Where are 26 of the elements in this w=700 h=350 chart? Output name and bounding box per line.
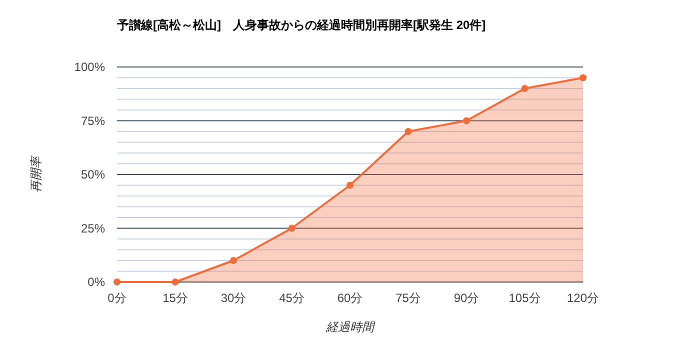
x-tick-label: 0分 bbox=[108, 291, 126, 305]
x-tick-label: 120分 bbox=[566, 291, 600, 305]
y-axis-title: 再開率 bbox=[29, 154, 43, 192]
point bbox=[404, 128, 412, 135]
point bbox=[346, 182, 354, 189]
x-tick-label: 45分 bbox=[279, 291, 304, 305]
y-tick-label: 25% bbox=[80, 221, 106, 236]
point bbox=[114, 278, 120, 286]
point bbox=[463, 117, 470, 124]
point bbox=[288, 224, 296, 232]
x-tick-label: 90分 bbox=[454, 291, 480, 305]
x-tick-label: 105分 bbox=[508, 291, 541, 305]
y-tick-label: 50% bbox=[80, 168, 106, 182]
chart-title: 予讃線[高松～松山] 人身事故からの経過時間別再開率[駅発生 20件] bbox=[116, 18, 486, 32]
x-axis-title: 経過時間 bbox=[325, 320, 376, 334]
point bbox=[521, 85, 528, 92]
x-tick-label: 75分 bbox=[396, 291, 421, 305]
point bbox=[230, 257, 237, 264]
x-tick-label: 30分 bbox=[220, 291, 246, 305]
y-tick-label: 100% bbox=[74, 60, 106, 74]
point bbox=[580, 74, 586, 82]
x-tick-label: 15分 bbox=[162, 291, 188, 305]
y-tick-label: 0% bbox=[88, 275, 106, 289]
point bbox=[172, 278, 179, 286]
y-tick-label: 75% bbox=[80, 114, 106, 128]
x-tick-label: 60分 bbox=[337, 291, 363, 305]
